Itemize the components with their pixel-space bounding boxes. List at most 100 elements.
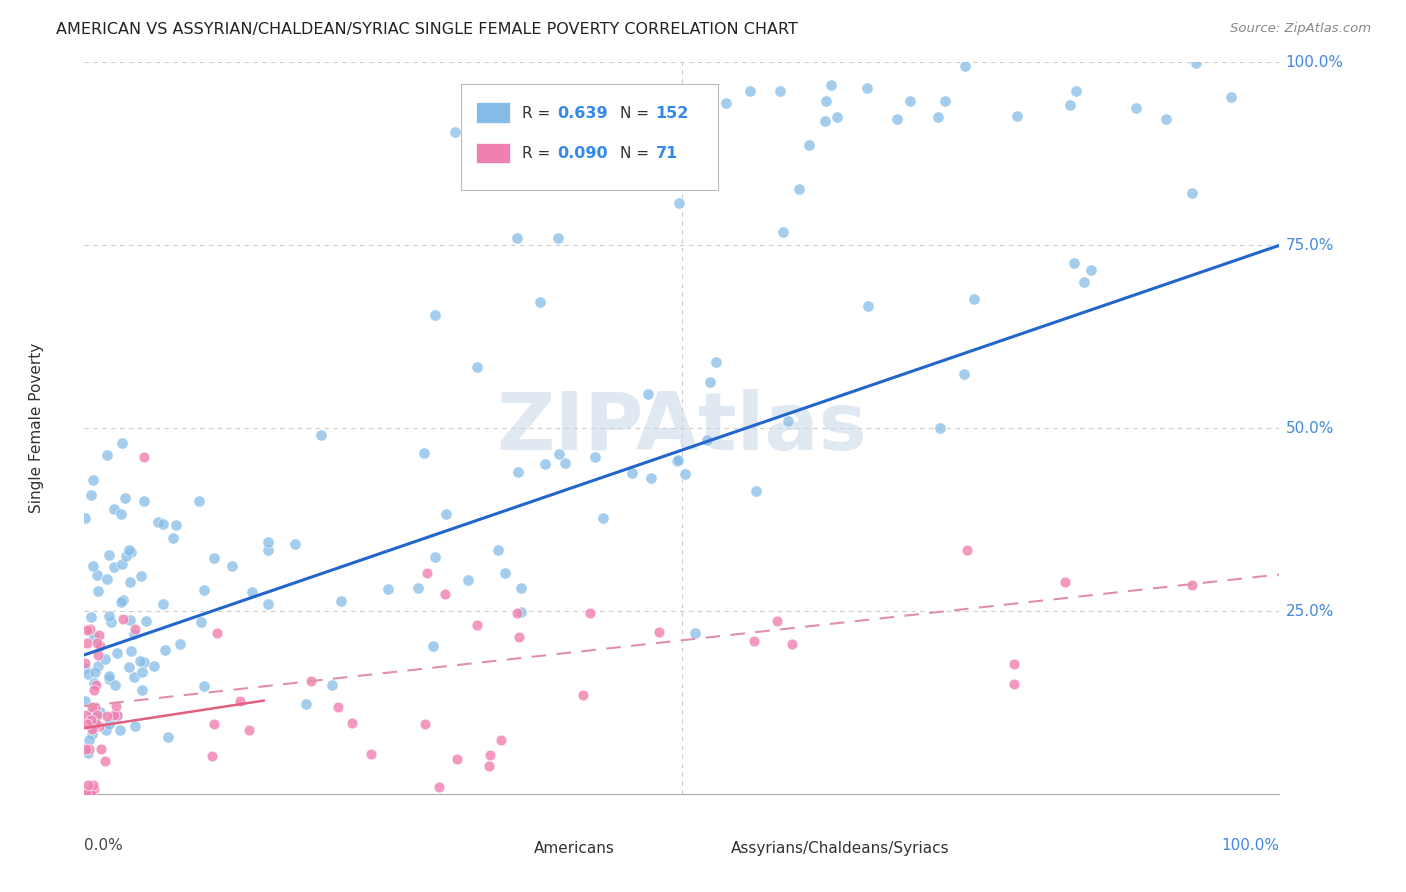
Point [620,467,643,481]
Point [554,456,576,470]
Point [856,299,879,313]
Point [82,559,104,574]
Point [201,748,224,763]
Text: ZIPAtlas: ZIPAtlas [496,389,868,467]
Text: Assyrians/Chaldeans/Syriacs: Assyrians/Chaldeans/Syriacs [731,841,949,856]
Point [696,433,718,447]
Point [714,95,737,110]
Point [84,717,107,731]
Point [122,627,145,641]
Point [73,511,96,525]
Point [80,713,103,727]
Point [115,549,138,563]
Point [444,125,467,139]
Point [1080,263,1102,277]
Point [111,592,134,607]
Point [152,597,174,611]
Point [93,754,115,768]
Point [75,656,97,670]
Point [423,309,446,323]
Point [105,698,128,713]
Point [898,94,921,108]
Point [77,732,100,747]
Point [86,635,108,649]
Point [77,746,100,760]
Point [640,470,662,484]
Point [238,723,260,737]
Point [377,582,399,597]
Point [118,574,141,589]
Point [583,450,606,464]
Point [86,677,108,691]
Point [202,717,225,731]
Text: Source: ZipAtlas.com: Source: ZipAtlas.com [1230,22,1371,36]
Point [103,502,125,516]
Point [193,679,215,693]
Point [668,453,690,467]
Point [90,741,112,756]
FancyBboxPatch shape [461,85,718,191]
Point [434,507,457,521]
Point [80,787,103,801]
Point [929,421,952,435]
Point [1185,56,1208,70]
Point [205,626,228,640]
Point [814,95,837,109]
Point [96,448,118,462]
Point [187,494,209,508]
Point [742,634,765,648]
Point [704,355,727,369]
Point [295,697,318,711]
Point [457,573,479,587]
Point [509,605,531,619]
Point [963,292,986,306]
Point [129,654,152,668]
Point [75,787,97,801]
Point [98,716,121,731]
Point [103,707,125,722]
Point [76,716,98,731]
Point [330,594,353,608]
Point [120,613,142,627]
Point [572,689,595,703]
Text: AMERICAN VS ASSYRIAN/CHALDEAN/SYRIAC SINGLE FEMALE POVERTY CORRELATION CHART: AMERICAN VS ASSYRIAN/CHALDEAN/SYRIAC SIN… [56,22,799,37]
Point [82,778,104,792]
Point [1154,112,1177,127]
Point [257,543,280,558]
Point [75,784,97,798]
Point [131,682,153,697]
Point [683,626,706,640]
Point [547,447,569,461]
Point [77,666,100,681]
Point [202,551,225,566]
Point [257,535,280,549]
Point [77,742,100,756]
Point [80,488,103,502]
Point [360,747,382,762]
Point [83,683,105,698]
Point [111,557,134,571]
Text: R =: R = [522,106,550,121]
FancyBboxPatch shape [688,839,721,858]
Point [76,623,98,637]
Point [745,483,768,498]
Point [575,138,598,153]
Text: 71: 71 [655,146,678,161]
Text: 100.0%: 100.0% [1285,55,1344,70]
Point [486,543,509,558]
Point [1181,577,1204,591]
Point [94,651,117,665]
Point [118,660,141,674]
Point [75,708,97,723]
Point [98,673,121,687]
Point [328,700,350,714]
Point [96,572,118,586]
Point [143,659,166,673]
Point [666,454,689,468]
Point [96,709,118,723]
Point [75,787,97,801]
Point [169,637,191,651]
Text: 25.0%: 25.0% [1285,604,1334,618]
Point [1004,677,1026,691]
Point [434,587,457,601]
